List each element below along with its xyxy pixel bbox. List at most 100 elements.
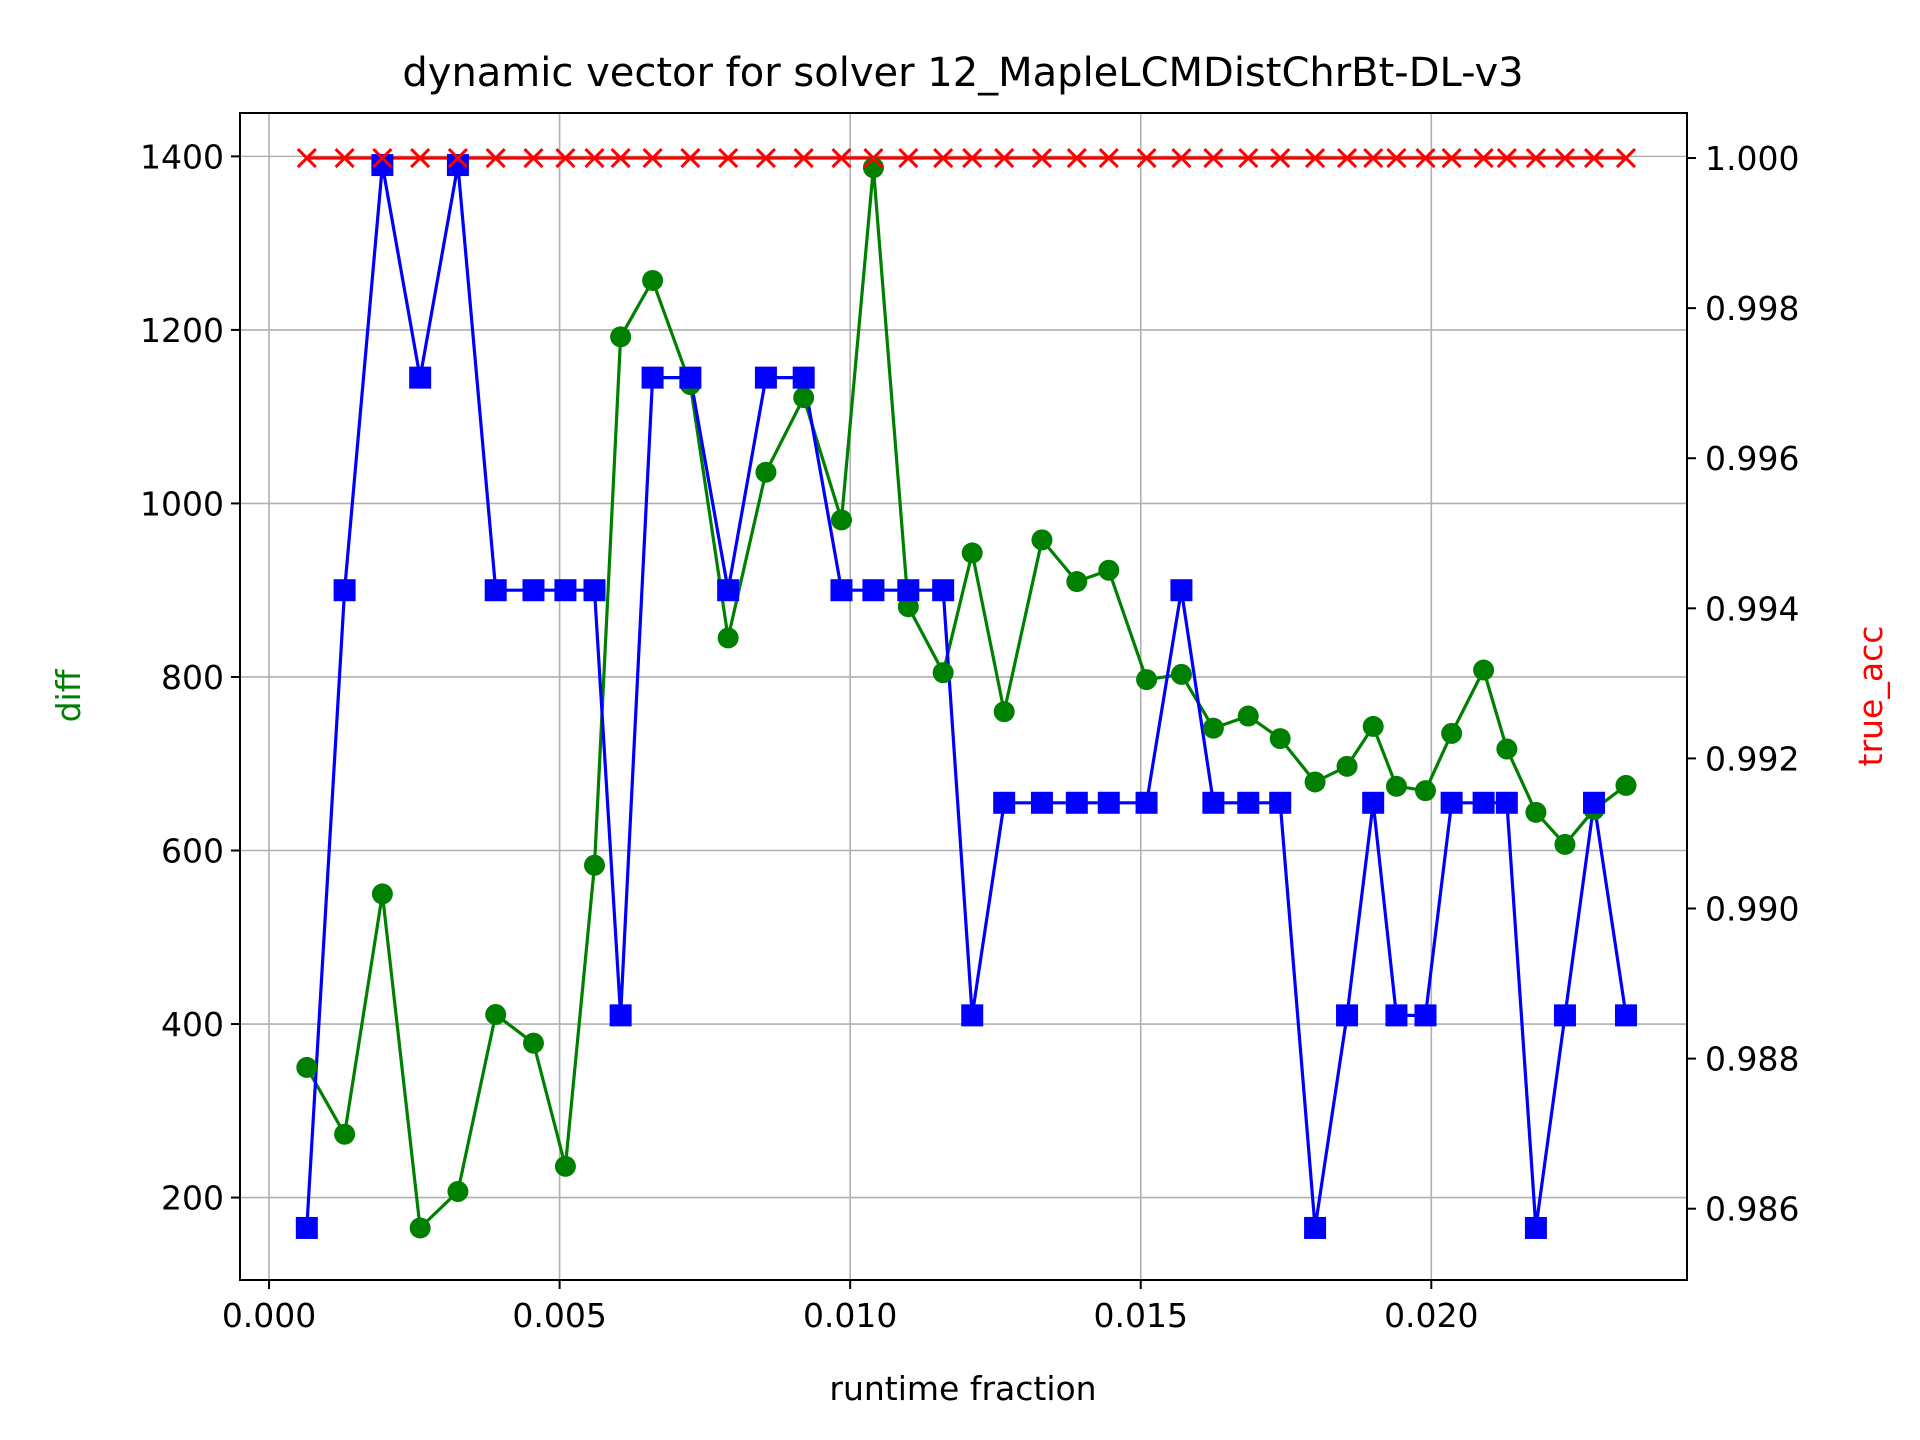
y-axis-ticks: 200 400 600 800 1000 1200 1400 xyxy=(140,137,240,1218)
y2-tick-label: 0.990 xyxy=(1705,890,1799,929)
series-2-point xyxy=(1386,147,1407,169)
series-1-point xyxy=(1269,791,1292,814)
series-0-point xyxy=(932,662,954,684)
series-0-point xyxy=(554,1155,576,1177)
series-2-point xyxy=(296,147,317,169)
series-2-point xyxy=(1336,147,1358,169)
series-1-point xyxy=(1440,791,1463,814)
series-0-point xyxy=(897,596,919,618)
series-2-point xyxy=(933,147,954,169)
series-1-point xyxy=(679,366,702,389)
series-2-point xyxy=(584,147,605,169)
series-0-point xyxy=(296,1056,318,1078)
series-0-point xyxy=(1385,775,1407,797)
y2-tick-label: 0.996 xyxy=(1705,439,1799,478)
series-0-point xyxy=(793,387,815,409)
series-1-point xyxy=(993,791,1016,814)
grid xyxy=(240,113,1687,1280)
series-1-point xyxy=(295,1216,318,1239)
x-axis-ticks: 0.000 0.005 0.010 0.015 0.020 xyxy=(222,1280,1479,1335)
series-2-point xyxy=(1171,147,1192,169)
series-2-point xyxy=(555,147,576,169)
series-2-point xyxy=(755,147,776,169)
y-tick-label: 200 xyxy=(161,1179,224,1218)
series-2-point xyxy=(994,147,1015,169)
y-tick-label: 1200 xyxy=(140,311,224,350)
series-1-point xyxy=(1065,791,1088,814)
x-tick-label: 0.015 xyxy=(1094,1296,1188,1335)
series-1-point xyxy=(522,579,545,602)
series-2-point xyxy=(1496,147,1517,169)
series-0-point xyxy=(447,1180,469,1202)
series-1-point xyxy=(641,366,664,389)
series-2-point xyxy=(1136,147,1157,169)
series-1-point xyxy=(1362,791,1385,814)
series-2-point xyxy=(1415,147,1436,169)
series-2-point xyxy=(642,147,663,169)
series-1-point xyxy=(792,366,815,389)
series-0-point xyxy=(1525,801,1547,823)
series-0-point xyxy=(1362,715,1384,737)
series-0-point xyxy=(409,1217,431,1239)
series-1-point xyxy=(1304,1216,1327,1239)
series-2-point xyxy=(447,147,468,169)
x-tick-label: 0.010 xyxy=(803,1296,897,1335)
series-1-point xyxy=(1583,791,1606,814)
series-2-point xyxy=(523,147,544,169)
series-1-point xyxy=(371,154,394,177)
series-1-point xyxy=(1472,791,1495,814)
series-1-point xyxy=(897,579,920,602)
series-2-point xyxy=(410,147,431,169)
plot-markers xyxy=(295,147,1637,1239)
series-1-point xyxy=(1135,791,1158,814)
series-1-point xyxy=(583,579,606,602)
series-0-point xyxy=(993,701,1015,723)
series-0-point xyxy=(371,883,393,905)
x-tick-label: 0.020 xyxy=(1384,1296,1478,1335)
series-0-point xyxy=(862,157,884,179)
chart-title: dynamic vector for solver 12_MapleLCMDis… xyxy=(402,50,1523,96)
series-0-point xyxy=(1031,529,1053,551)
series-0-point xyxy=(1269,728,1291,750)
series-1-point xyxy=(1495,791,1518,814)
series-1-point xyxy=(1336,1004,1359,1027)
series-1-point xyxy=(1553,1004,1576,1027)
series-0-point xyxy=(1098,559,1120,581)
series-0-point xyxy=(1237,705,1259,727)
y2-tick-label: 0.986 xyxy=(1705,1190,1799,1229)
series-1-point xyxy=(862,579,885,602)
series-0-point xyxy=(610,326,632,348)
series-1-point xyxy=(1385,1004,1408,1027)
series-2-point xyxy=(1238,147,1259,169)
y-tick-label: 1400 xyxy=(140,137,224,176)
series-2-point xyxy=(1363,147,1384,169)
series-0-point xyxy=(1336,755,1358,777)
series-2-point xyxy=(485,147,506,169)
y2-tick-label: 0.994 xyxy=(1705,589,1799,628)
series-2-point xyxy=(1441,147,1462,169)
series-1-point xyxy=(717,579,740,602)
series-0-point xyxy=(830,509,852,531)
y2-tick-label: 0.988 xyxy=(1705,1040,1799,1079)
x-tick-label: 0.000 xyxy=(222,1296,316,1335)
y2-axis-ticks: 0.986 0.988 0.990 0.992 0.994 0.996 0.998 1.000 xyxy=(1687,139,1799,1229)
series-2-point xyxy=(1270,147,1291,169)
y-tick-label: 600 xyxy=(161,832,224,871)
series-2-point xyxy=(898,147,919,169)
series-2-point xyxy=(831,147,852,169)
series-2-point xyxy=(718,147,739,169)
series-0-point xyxy=(1414,780,1436,802)
series-2-point xyxy=(1098,147,1119,169)
plot-frame xyxy=(239,112,1688,1281)
series-1-point xyxy=(1097,791,1120,814)
series-0-point xyxy=(642,269,664,291)
series-2-point xyxy=(1473,147,1494,169)
series-0-point xyxy=(1496,738,1518,760)
series-2-point xyxy=(680,147,701,169)
y2-tick-label: 0.992 xyxy=(1705,739,1799,778)
series-2-point xyxy=(610,147,631,169)
series-1-point xyxy=(554,579,577,602)
series-1-point xyxy=(484,579,507,602)
